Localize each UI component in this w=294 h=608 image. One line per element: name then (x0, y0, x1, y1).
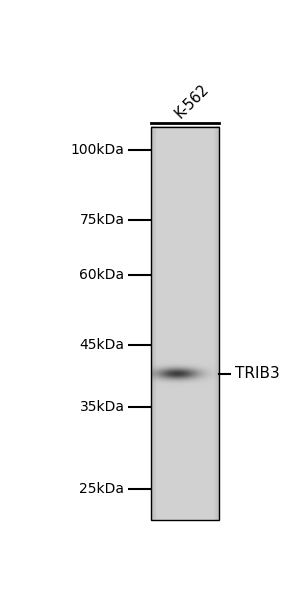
Text: 45kDa: 45kDa (79, 338, 124, 352)
Text: K-562: K-562 (172, 81, 212, 121)
Bar (151, 127, 219, 520)
Text: 60kDa: 60kDa (79, 268, 124, 282)
Text: 100kDa: 100kDa (71, 143, 124, 157)
Text: 75kDa: 75kDa (79, 213, 124, 227)
Text: TRIB3: TRIB3 (235, 367, 280, 381)
Text: 35kDa: 35kDa (79, 399, 124, 413)
Text: 25kDa: 25kDa (79, 482, 124, 496)
